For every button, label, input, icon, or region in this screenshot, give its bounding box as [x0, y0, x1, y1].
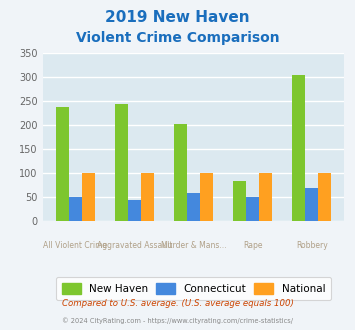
Bar [56, 107, 69, 221]
Bar [187, 193, 200, 221]
Bar [69, 197, 82, 221]
Text: Rape: Rape [243, 241, 262, 249]
Text: Aggravated Assault: Aggravated Assault [97, 241, 172, 249]
Bar [318, 173, 331, 221]
Text: All Violent Crime: All Violent Crime [43, 241, 107, 249]
Bar [128, 200, 141, 221]
Bar [233, 181, 246, 221]
Bar [82, 173, 95, 221]
Text: Murder & Mans...: Murder & Mans... [161, 241, 226, 249]
Bar [200, 173, 213, 221]
Bar [141, 173, 154, 221]
Text: Robbery: Robbery [296, 241, 328, 249]
Legend: New Haven, Connecticut, National: New Haven, Connecticut, National [55, 277, 332, 300]
Bar [174, 124, 187, 221]
Bar [259, 173, 272, 221]
Bar [246, 197, 259, 221]
Text: 2019 New Haven: 2019 New Haven [105, 10, 250, 25]
Text: Compared to U.S. average. (U.S. average equals 100): Compared to U.S. average. (U.S. average … [61, 299, 294, 308]
Bar [115, 104, 128, 221]
Text: © 2024 CityRating.com - https://www.cityrating.com/crime-statistics/: © 2024 CityRating.com - https://www.city… [62, 317, 293, 324]
Bar [305, 188, 318, 221]
Bar [292, 75, 305, 221]
Text: Violent Crime Comparison: Violent Crime Comparison [76, 31, 279, 45]
